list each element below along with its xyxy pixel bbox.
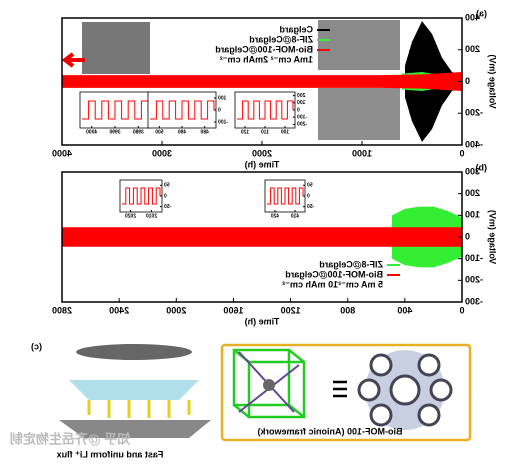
x-tick-label: 800 — [340, 305, 355, 315]
voltage-band — [62, 227, 462, 247]
x-axis-label: Time (h) — [245, 316, 280, 326]
inset-x-tick-label: 490 — [178, 129, 187, 135]
panel-label: (b) — [476, 162, 488, 172]
y-tick-label: 300 — [465, 166, 480, 176]
inset-y-tick-label: 0 — [307, 193, 310, 199]
flux-label: Fast and uniform Li⁺ flux — [57, 449, 164, 459]
y-axis-label: Voltage (mV) — [488, 54, 498, 108]
inset-y-tick-label: 50 — [307, 183, 313, 189]
inset-wave — [150, 100, 215, 120]
inset-y-tick-label: 100 — [218, 95, 227, 101]
y-tick-label: 200 — [465, 44, 480, 54]
x-tick-label: 1000 — [352, 148, 372, 158]
inset-y-tick-label: 0 — [218, 107, 221, 113]
inset-y-tick-label: 200 — [297, 93, 306, 99]
inset-y-tick-label: 0 — [297, 107, 300, 113]
arrow — [61, 52, 85, 68]
x-tick-label: 3000 — [152, 148, 172, 158]
inset-x-tick-label: 480 — [200, 129, 209, 135]
condition-label: 1mA cm⁻² 2mAh cm⁻² — [220, 54, 313, 64]
y-tick-label: 100 — [465, 210, 480, 220]
inset-x-tick-label: 420 — [271, 213, 280, 219]
y-tick-label: 200 — [465, 188, 480, 198]
y-tick-label: 0 — [465, 231, 470, 241]
x-tick-label: 1200 — [281, 305, 301, 315]
sem-image — [82, 22, 150, 74]
x-tick-label: 400 — [397, 305, 412, 315]
y-tick-label: -200 — [465, 108, 483, 118]
x-tick-label: 2400 — [109, 305, 129, 315]
inset-y-tick-label: -100 — [297, 115, 307, 121]
inset-x-tick-label: 3990 — [109, 129, 120, 135]
condition-label: 5 mA cm⁻²10 mAh cm⁻² — [282, 279, 383, 289]
x-axis-label: Time (h) — [245, 159, 280, 169]
mof-hexagons — [357, 350, 453, 430]
inset-wave — [122, 187, 161, 205]
inset-y-tick-label: -50 — [307, 204, 314, 210]
y-tick-label: 0 — [465, 76, 470, 86]
inset-x-tick-label: 410 — [291, 213, 300, 219]
inset-y-tick-label: 50 — [164, 183, 170, 189]
inset-y-tick-label: -100 — [218, 119, 228, 125]
y-tick-label: -400 — [465, 139, 483, 149]
y-tick-label: 400 — [465, 12, 480, 22]
legend-label: Bio-MOF-100@Celgard — [215, 44, 313, 54]
x-tick-label: 2000 — [252, 148, 272, 158]
voltage-band — [62, 71, 462, 92]
inset-x-tick-label: 2020 — [125, 213, 136, 219]
x-tick-label: 4000 — [52, 148, 72, 158]
x-tick-label: 0 — [459, 148, 464, 158]
framework-label: Bio-MOF-100 (Anionic framework) — [257, 426, 402, 436]
layer-diagram — [59, 344, 211, 438]
framework-box — [220, 343, 472, 442]
equiv-sign — [333, 380, 347, 398]
x-tick-label: 1600 — [223, 305, 243, 315]
inset-x-tick-label: 4000 — [86, 129, 97, 135]
sem-image — [318, 88, 400, 140]
sem-image — [318, 20, 400, 70]
inset-x-tick-label: 100 — [281, 129, 290, 135]
x-tick-label: 0 — [459, 305, 464, 315]
inset-y-tick-label: 100 — [297, 100, 306, 106]
mirrored-figure: (c) Bio-MOF-100 (Anionic framework) Fast… — [10, 8, 498, 459]
inset-x-tick-label: 500 — [155, 129, 164, 135]
panel-label: (a) — [476, 8, 487, 18]
watermark: 知乎 @齐岳生物定制 — [10, 431, 130, 446]
inset-x-tick-label: 120 — [241, 129, 250, 135]
inset-y-tick-label: -50 — [164, 204, 171, 210]
legend-label: Bio-MOF-100@Celgard — [285, 269, 383, 279]
inset-wave — [237, 100, 294, 120]
mof-cube — [232, 348, 306, 419]
x-tick-label: 2000 — [166, 305, 186, 315]
y-axis-label: Voltage (mV) — [488, 210, 498, 264]
inset-wave — [267, 187, 304, 205]
inset-y-tick-label: -200 — [297, 122, 307, 128]
legend-label: Celgard — [279, 24, 313, 34]
y-tick-label: -200 — [465, 275, 483, 285]
legend-label: ZIF-8@Celgard — [249, 34, 313, 44]
x-tick-label: 2800 — [52, 305, 72, 315]
inset-y-tick-label: 0 — [164, 193, 167, 199]
inset-x-tick-label: 110 — [261, 129, 269, 135]
inset-x-tick-label: 2010 — [146, 213, 157, 219]
inset-x-tick-label: 3980 — [133, 129, 144, 135]
y-tick-label: -100 — [465, 253, 483, 263]
panel-label: (c) — [31, 341, 42, 351]
inset-wave — [82, 100, 149, 120]
legend-label: ZIF-8@Celgard — [319, 259, 383, 269]
y-tick-label: -300 — [465, 296, 483, 306]
